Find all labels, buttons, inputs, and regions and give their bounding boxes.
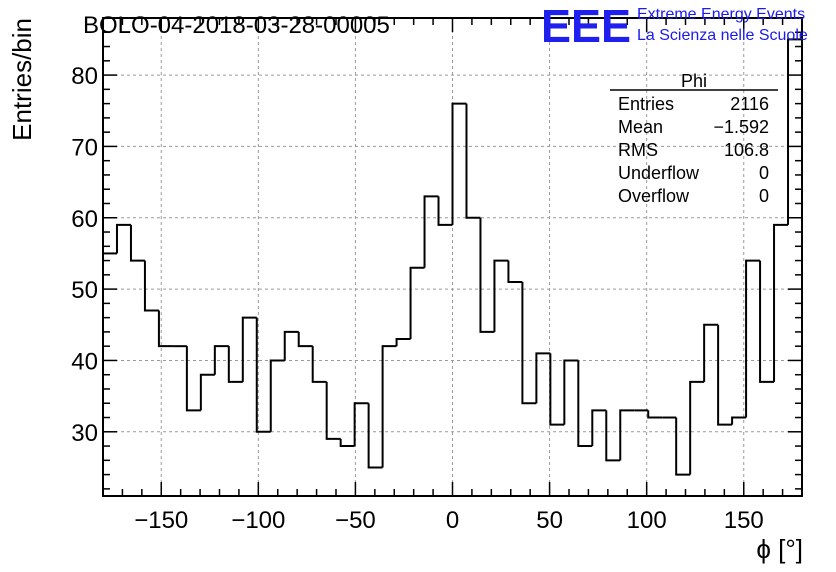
- histogram-bin: [591, 409, 607, 447]
- histogram-bin: [129, 224, 145, 262]
- x-tick-label: −50: [335, 507, 376, 534]
- histogram-bin: [731, 416, 747, 425]
- histogram-bin: [227, 346, 243, 383]
- y-tick-label: 60: [71, 206, 98, 233]
- histogram-bin: [773, 223, 789, 382]
- histogram-bin: [423, 195, 439, 268]
- histogram-bin: [493, 259, 509, 332]
- histogram-bin: [437, 196, 453, 226]
- histogram-bin: [381, 345, 397, 468]
- x-tick-label: 50: [536, 507, 563, 534]
- y-tick-label: 70: [71, 134, 98, 161]
- stats-label-rms: RMS: [618, 140, 658, 160]
- histogram-bin: [465, 103, 481, 219]
- y-axis: 30 40 50 60 70 80: [71, 17, 802, 490]
- histogram-bin: [241, 316, 257, 382]
- y-tick-label: 30: [71, 420, 98, 447]
- histogram-bin: [647, 410, 663, 419]
- histogram-bin: [549, 353, 565, 426]
- histogram-bin: [717, 324, 733, 426]
- x-axis-label: ϕ [°]: [756, 534, 803, 564]
- x-tick-label: 150: [724, 507, 764, 534]
- grid-lines: [103, 18, 802, 496]
- x-tick-label: −100: [231, 507, 285, 534]
- stats-label-mean: Mean: [618, 117, 663, 137]
- y-axis-label: Entries/bin: [7, 18, 37, 141]
- stats-value-rms: 106.8: [724, 140, 769, 160]
- x-axis: −150 −100 −50 0 50 100 150: [102, 18, 803, 534]
- x-tick-label: −150: [134, 507, 188, 534]
- histogram-bin: [115, 223, 131, 254]
- histogram-bin: [745, 259, 761, 418]
- x-tick-label: 0: [446, 507, 459, 534]
- histogram-bin: [451, 102, 467, 225]
- histogram-bin: [143, 260, 159, 312]
- x-tick-label: 100: [627, 507, 667, 534]
- histogram-bin: [605, 410, 621, 462]
- stats-value-overflow: 0: [759, 186, 769, 206]
- logo-line1: Extreme Energy Events: [637, 6, 805, 23]
- histogram-bin: [507, 260, 523, 283]
- stats-label-overflow: Overflow: [618, 186, 690, 206]
- histogram-bin: [297, 331, 313, 348]
- histogram-bin: [283, 330, 299, 361]
- histogram-bin: [759, 260, 775, 383]
- logo-mark: EEE: [541, 0, 631, 52]
- logo: EEE Extreme Energy Events La Scienza nel…: [541, 0, 808, 52]
- histogram-bin: [353, 402, 369, 447]
- histogram-bin: [535, 352, 551, 404]
- histogram-bin: [269, 359, 285, 432]
- histogram-series: [103, 38, 802, 476]
- histogram-bin: [675, 417, 691, 476]
- histogram-bin: [255, 317, 271, 433]
- histogram-bin: [213, 345, 229, 375]
- histogram-bin: [689, 380, 705, 475]
- stats-title: Phi: [681, 71, 707, 91]
- stats-label-underflow: Underflow: [618, 163, 700, 183]
- stats-value-underflow: 0: [759, 163, 769, 183]
- histogram-bin: [409, 266, 425, 340]
- histogram-bin: [787, 38, 802, 225]
- histogram-bin: [563, 359, 579, 425]
- chart-title: BOLO-04-2018-03-28-00005: [83, 12, 390, 39]
- logo-line2: La Scienza nelle Scuole: [637, 27, 808, 44]
- histogram-bin: [311, 346, 327, 383]
- stats-label-entries: Entries: [618, 94, 674, 114]
- histogram-bin: [325, 381, 341, 440]
- histogram-bin: [577, 360, 593, 448]
- histogram-bin: [479, 217, 495, 333]
- histogram-bin: [339, 438, 355, 448]
- y-tick-label: 80: [71, 63, 98, 90]
- y-tick-label: 40: [71, 348, 98, 375]
- stats-value-entries: 2116: [730, 94, 769, 114]
- histogram-bin: [185, 346, 201, 412]
- stats-value-mean: −1.592: [713, 117, 769, 137]
- y-tick-label: 50: [71, 277, 98, 304]
- histogram-bin: [703, 323, 719, 382]
- histogram-bin: [619, 409, 635, 461]
- histogram-bin: [157, 310, 173, 348]
- histogram-bin: [199, 373, 215, 411]
- histogram-bin: [395, 338, 411, 347]
- histogram-bin: [521, 281, 537, 405]
- histogram-bin: [367, 403, 383, 469]
- stats-box: Phi Entries 2116 Mean −1.592 RMS 106.8 U…: [610, 71, 778, 206]
